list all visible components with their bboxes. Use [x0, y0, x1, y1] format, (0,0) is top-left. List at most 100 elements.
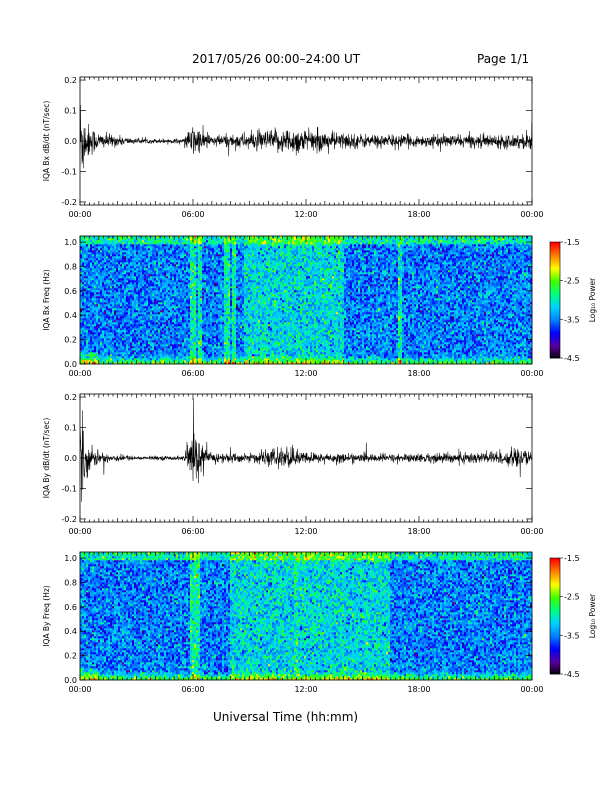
spectrogram-cell: [102, 254, 104, 256]
spectrogram-cell: [112, 308, 114, 310]
spectrogram-cell: [86, 240, 88, 242]
spectrogram-cell: [116, 334, 118, 336]
spectrogram-cell: [90, 242, 92, 244]
spectrogram-cell: [94, 296, 96, 298]
spectrogram-cell: [124, 326, 126, 328]
spectrogram-cell: [100, 280, 102, 282]
spectrogram-cell: [82, 330, 84, 332]
spectrogram-cell: [118, 284, 120, 286]
spectrogram-cell: [124, 260, 126, 262]
spectrogram-cell: [82, 348, 84, 350]
spectrogram-cell: [118, 274, 120, 276]
spectrogram-cell: [90, 256, 92, 258]
spectrogram-cell: [102, 298, 104, 300]
spectrogram-cell: [108, 310, 110, 312]
spectrogram-cell: [82, 244, 84, 246]
spectrogram-cell: [108, 326, 110, 328]
spectrogram-cell: [122, 254, 124, 256]
spectrogram-cell: [122, 322, 124, 324]
spectrogram-cell: [116, 290, 118, 292]
spectrogram-cell: [104, 326, 106, 328]
spectrogram-cell: [110, 240, 112, 242]
spectrogram-cell: [98, 256, 100, 258]
spectrogram-cell: [104, 246, 106, 248]
spectrogram-cell: [96, 348, 98, 350]
spectrogram-cell: [110, 262, 112, 264]
spectrogram-cell: [124, 308, 126, 310]
spectrogram-cell: [82, 324, 84, 326]
spectrogram-cell: [92, 240, 94, 242]
spectrogram-cell: [86, 270, 88, 272]
spectrogram-cell: [94, 276, 96, 278]
spectrogram-cell: [112, 250, 114, 252]
spectrogram-cell: [104, 256, 106, 258]
spectrogram-cell: [96, 330, 98, 332]
spectrogram-cell: [116, 288, 118, 290]
spectrogram-cell: [102, 336, 104, 338]
spectrogram-cell: [92, 276, 94, 278]
spectrogram-cell: [102, 260, 104, 262]
spectrogram-cell: [88, 244, 90, 246]
spectrogram-cell: [98, 312, 100, 314]
spectrogram-cell: [116, 296, 118, 298]
spectrogram-cell: [84, 268, 86, 270]
spectrogram-cell: [126, 256, 128, 258]
waveform-panel: [80, 105, 532, 168]
spectrogram-cell: [98, 284, 100, 286]
spectrogram-cell: [98, 326, 100, 328]
spectrogram-cell: [124, 282, 126, 284]
spectrogram-cell: [86, 280, 88, 282]
spectrogram-cell: [84, 284, 86, 286]
y-tick-label: -0.2: [61, 198, 77, 207]
spectrogram-cell: [116, 344, 118, 346]
spectrogram-cell: [118, 356, 120, 358]
spectrogram-cell: [100, 300, 102, 302]
spectrogram-cell: [100, 320, 102, 322]
spectrogram-cell: [86, 330, 88, 332]
spectrogram-cell: [102, 314, 104, 316]
spectrogram-cell: [84, 308, 86, 310]
spectrogram-cell: [118, 244, 120, 246]
spectrogram-cell: [112, 320, 114, 322]
spectrogram-cell: [92, 318, 94, 320]
spectrogram-cell: [92, 304, 94, 306]
spectrogram-cell: [112, 312, 114, 314]
spectrogram-cell: [104, 358, 106, 360]
spectrogram-cell: [112, 276, 114, 278]
spectrogram-cell: [122, 294, 124, 296]
spectrogram-cell: [106, 256, 108, 258]
spectrogram-cell: [116, 256, 118, 258]
spectrogram-cell: [124, 272, 126, 274]
spectrogram-cell: [126, 290, 128, 292]
spectrogram-cell: [86, 346, 88, 348]
spectrogram-cell: [94, 254, 96, 256]
spectrogram-cell: [86, 318, 88, 320]
spectrogram-cell: [112, 268, 114, 270]
spectrogram-cell: [112, 332, 114, 334]
spectrogram-cell: [84, 358, 86, 360]
spectrogram-cell: [92, 242, 94, 244]
spectrogram-cell: [124, 340, 126, 342]
spectrogram-cell: [122, 290, 124, 292]
spectrogram-cell: [114, 332, 116, 334]
spectrogram-cell: [120, 238, 122, 240]
spectrogram-cell: [122, 304, 124, 306]
spectrogram-cell: [110, 336, 112, 338]
spectrogram-cell: [98, 342, 100, 344]
spectrogram-cell: [122, 292, 124, 294]
spectrogram-cell: [108, 256, 110, 258]
spectrogram-cell: [120, 256, 122, 258]
spectrogram-cell: [112, 252, 114, 254]
spectrogram-cell: [102, 266, 104, 268]
spectrogram-cell: [96, 350, 98, 352]
spectrogram-cell: [88, 260, 90, 262]
spectrogram-cell: [106, 350, 108, 352]
spectrogram-cell: [86, 316, 88, 318]
spectrogram-cell: [118, 342, 120, 344]
spectrogram-cell: [88, 324, 90, 326]
spectrogram-cell: [110, 312, 112, 314]
spectrogram-cell: [96, 242, 98, 244]
spectrogram-cell: [116, 284, 118, 286]
spectrogram-cell: [102, 354, 104, 356]
spectrogram-cell: [88, 276, 90, 278]
